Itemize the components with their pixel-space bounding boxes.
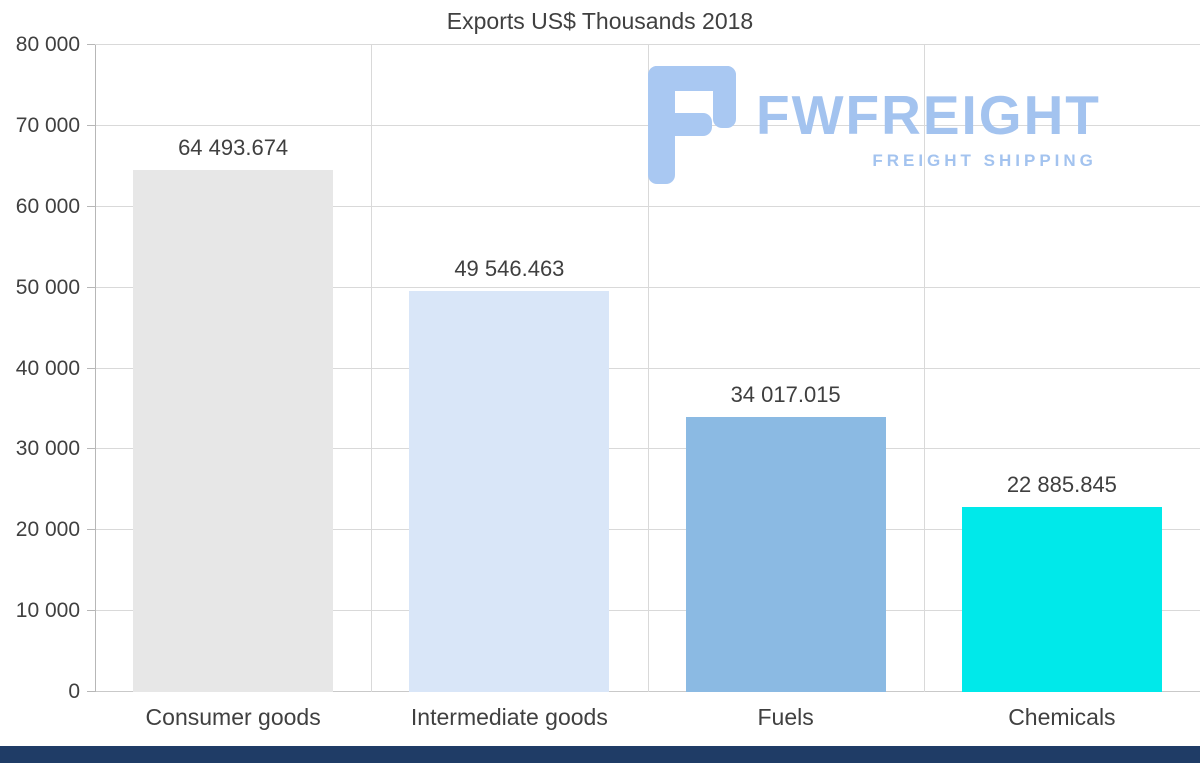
bar-fuels <box>685 416 886 692</box>
y-axis-tick <box>87 367 95 369</box>
y-axis-tick <box>87 448 95 450</box>
chart-title: Exports US$ Thousands 2018 <box>446 8 754 34</box>
bar-chemicals <box>961 506 1162 692</box>
y-tick-label: 30 000 <box>15 437 80 461</box>
y-axis-tick <box>87 124 95 126</box>
bar-column-fuels: 34 017.015 <box>648 45 924 692</box>
y-axis-tick <box>87 44 95 45</box>
footer-bar <box>0 746 1200 763</box>
y-tick-label: 40 000 <box>15 356 80 380</box>
y-tick-label: 70 000 <box>15 113 80 137</box>
plot-area: 64 493.674 49 546.463 34 017.015 22 885.845 <box>87 44 1200 692</box>
x-category-label-consumer-goods: Consumer goods <box>145 704 321 730</box>
x-category-label-intermediate-goods: Intermediate goods <box>410 704 608 730</box>
bar-column-intermediate-goods: 49 546.463 <box>371 45 647 692</box>
bar-value-label: 22 885.845 <box>1006 471 1117 497</box>
bar-value-label: 64 493.674 <box>178 135 289 161</box>
y-tick-label: 80 000 <box>15 33 80 56</box>
x-category-label-chemicals: Chemicals <box>1008 704 1116 730</box>
x-category-label-fuels: Fuels <box>757 704 814 730</box>
y-axis-tick <box>87 610 95 612</box>
y-axis-tick <box>87 286 95 288</box>
gridline-vertical <box>647 45 649 692</box>
y-tick-label: 20 000 <box>15 518 80 542</box>
gridline-vertical <box>371 45 373 692</box>
y-tick-label: 0 <box>68 680 80 703</box>
gridline-horizontal <box>95 44 1200 45</box>
y-axis-tick <box>87 529 95 531</box>
y-axis-tick <box>87 691 95 692</box>
bar-consumer-goods <box>133 170 334 692</box>
y-tick-label: 10 000 <box>15 599 80 623</box>
y-tick-label: 50 000 <box>15 275 80 299</box>
y-axis-line <box>95 45 96 692</box>
bar-value-label: 49 546.463 <box>454 256 565 282</box>
bar-column-consumer-goods: 64 493.674 <box>95 45 371 692</box>
x-axis-labels: Consumer goods Intermediate goods Fuels Che… <box>95 704 1200 731</box>
bar-column-chemicals: 22 885.845 <box>924 45 1200 692</box>
bar-value-label: 34 017.015 <box>730 381 841 407</box>
y-axis-labels: 0 10 000 20 000 30 000 40 000 50 000 60 000 70 … <box>0 33 84 703</box>
y-axis-tick <box>87 205 95 207</box>
gridline-vertical <box>923 45 925 692</box>
bars-container: 64 493.674 49 546.463 34 017.015 22 885.845 <box>95 45 1200 692</box>
bar-intermediate-goods <box>409 291 610 692</box>
y-tick-label: 60 000 <box>15 194 80 218</box>
